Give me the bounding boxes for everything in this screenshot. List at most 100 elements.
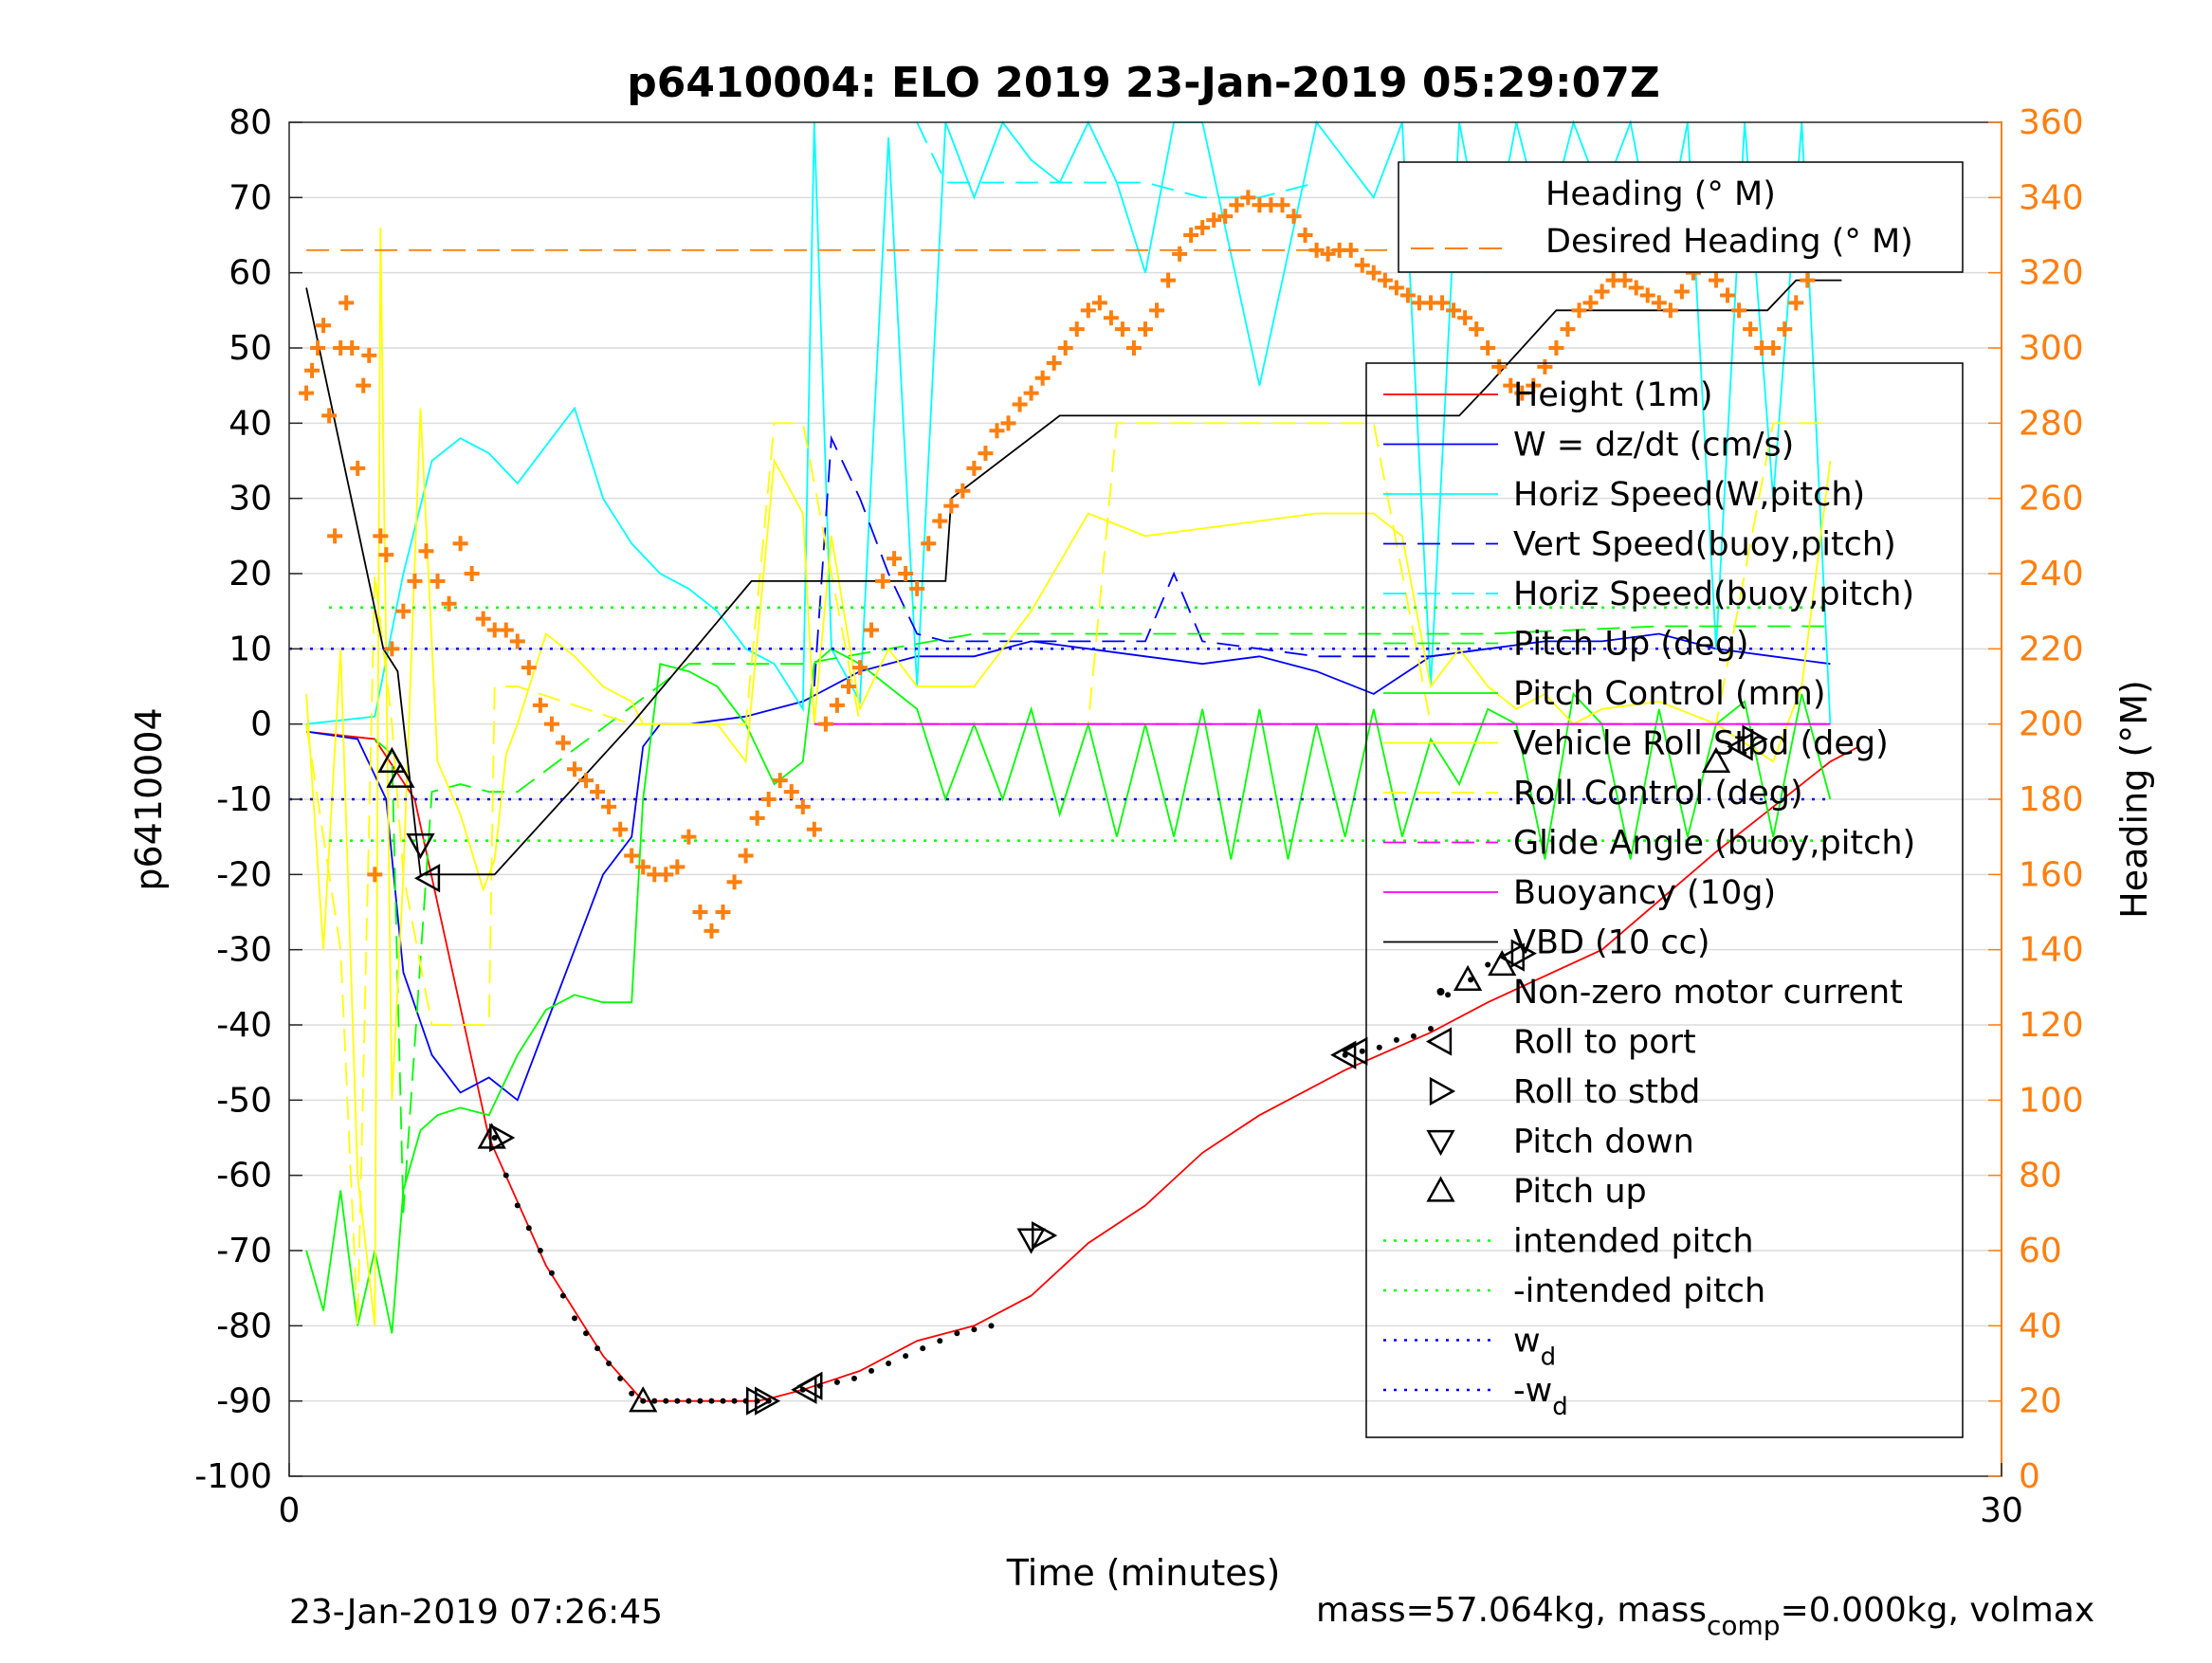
legend-swatch-tri-left bbox=[1425, 1027, 1453, 1056]
legend-entry: Pitch Control (mm) bbox=[1383, 675, 1825, 713]
heading-point bbox=[1651, 295, 1667, 311]
legend-label: Pitch Up (deg) bbox=[1513, 626, 1749, 664]
heading-point bbox=[783, 784, 799, 800]
event-marker-tri-right bbox=[1742, 724, 1768, 754]
y2-tick-label: 300 bbox=[2019, 329, 2084, 368]
legend-label: Roll to stbd bbox=[1513, 1073, 1700, 1111]
heading-point bbox=[1639, 287, 1655, 303]
legend-label: Glide Angle (buoy,pitch) bbox=[1513, 825, 1915, 863]
legend-label-main: Buoyancy (10g) bbox=[1513, 874, 1776, 912]
y-tick-label: -10 bbox=[216, 780, 272, 819]
heading-point bbox=[395, 603, 411, 619]
legend-swatch-tri-up bbox=[1426, 1176, 1455, 1202]
heading-point bbox=[1582, 295, 1599, 311]
heading-point bbox=[1274, 197, 1290, 213]
legend-label-main: Non-zero motor current bbox=[1513, 974, 1903, 1012]
legend-label-main: -w bbox=[1513, 1372, 1552, 1410]
heading-point bbox=[310, 340, 326, 356]
y-tick-label: -40 bbox=[216, 1006, 272, 1045]
heading-point bbox=[384, 641, 400, 657]
motor-current-dot bbox=[1410, 1033, 1417, 1039]
heading-point bbox=[1365, 265, 1381, 281]
series-line-vehicle-roll-stbd-deg- bbox=[305, 228, 1832, 1326]
legend-entry: wd bbox=[1383, 1323, 1556, 1372]
heading-point bbox=[418, 543, 434, 559]
motor-current-dot bbox=[491, 1135, 498, 1141]
motor-current-dot bbox=[971, 1326, 978, 1333]
heading-point bbox=[1138, 321, 1153, 338]
heading-point bbox=[1149, 302, 1165, 319]
event-marker-tri-right bbox=[745, 1386, 773, 1416]
motor-current-dot bbox=[1428, 1025, 1434, 1032]
event-marker-tri-up bbox=[629, 1386, 658, 1413]
heading-point bbox=[681, 829, 697, 845]
x-axis-title: Time (minutes) bbox=[1006, 1552, 1281, 1594]
event-marker-tri-left bbox=[413, 864, 441, 893]
motor-current-dot bbox=[572, 1315, 577, 1322]
heading-point bbox=[1034, 370, 1051, 386]
event-marker-tri-up bbox=[1453, 964, 1483, 992]
legend-label-main: Horiz Speed(W,pitch) bbox=[1513, 476, 1865, 514]
heading-legend: Heading (° M) Desired Heading (° M) bbox=[1398, 161, 1964, 273]
legend-label-sub: d bbox=[1541, 1343, 1557, 1372]
legend-label: Vert Speed(buoy,pitch) bbox=[1513, 526, 1896, 564]
heading-point bbox=[1161, 272, 1177, 288]
legend-label-main: intended pitch bbox=[1513, 1223, 1754, 1261]
motor-current-dot bbox=[697, 1398, 704, 1404]
event-marker-tri-left bbox=[1330, 1040, 1357, 1069]
motor-current-dot bbox=[651, 1398, 658, 1404]
series-line-pitch-control-mm- bbox=[305, 648, 1832, 1334]
heading-point bbox=[1628, 280, 1644, 296]
heading-point bbox=[864, 622, 880, 638]
motor-current-dot bbox=[503, 1172, 509, 1179]
legend-label-main: Roll to port bbox=[1513, 1024, 1696, 1062]
heading-point bbox=[555, 735, 571, 751]
y-tick-label: -90 bbox=[216, 1382, 272, 1421]
heading-point bbox=[978, 446, 994, 462]
motor-current-dot bbox=[833, 1379, 840, 1385]
legend-label-main: Height (1m) bbox=[1513, 376, 1713, 414]
legend-entry: Horiz Speed(W,pitch) bbox=[1383, 476, 1865, 514]
motor-current-dot bbox=[674, 1398, 681, 1404]
heading-point bbox=[475, 611, 491, 627]
footer-mass-pre: mass=57.064kg, mass bbox=[1316, 1591, 1707, 1630]
heading-point bbox=[1662, 302, 1678, 319]
legend-entry: Pitch down bbox=[1426, 1124, 1694, 1161]
y-tick-label: -50 bbox=[216, 1081, 272, 1120]
heading-point bbox=[1731, 302, 1747, 319]
heading-point bbox=[350, 460, 366, 476]
legend-label-main: Vert Speed(buoy,pitch) bbox=[1513, 526, 1896, 564]
heading-point bbox=[407, 573, 423, 589]
motor-current-dot bbox=[583, 1330, 590, 1337]
motor-current-dot bbox=[525, 1225, 532, 1232]
motor-current-dot bbox=[640, 1398, 647, 1404]
heading-point bbox=[1195, 220, 1211, 236]
heading-point bbox=[1777, 321, 1793, 338]
footer-timestamp: 23-Jan-2019 07:26:45 bbox=[289, 1593, 663, 1632]
legend-label-main: Pitch Control (mm) bbox=[1513, 675, 1825, 713]
motor-current-dot bbox=[731, 1398, 738, 1404]
heading-point bbox=[1399, 287, 1416, 303]
heading-point bbox=[715, 905, 731, 920]
event-marker-tri-right bbox=[1031, 1221, 1058, 1251]
series-line-horiz-speed-buoy-pitch- bbox=[916, 121, 1317, 199]
motor-current-dot bbox=[663, 1398, 669, 1404]
legend-entry: Height (1m) bbox=[1383, 376, 1713, 414]
y-tick-label: 70 bbox=[229, 178, 272, 217]
heading-legend-label: Desired Heading (° M) bbox=[1545, 223, 1913, 261]
heading-point bbox=[692, 905, 708, 920]
y-tick-label: -60 bbox=[216, 1157, 272, 1196]
heading-point bbox=[1103, 310, 1119, 326]
y-tick-label: -70 bbox=[216, 1232, 272, 1270]
heading-point bbox=[344, 340, 360, 356]
heading-point bbox=[635, 859, 651, 875]
legend-swatch-dot bbox=[1436, 988, 1445, 996]
heading-point bbox=[704, 923, 720, 939]
legend-label-main: VBD (10 cc) bbox=[1513, 924, 1710, 962]
heading-point bbox=[1548, 340, 1564, 356]
motor-current-dot bbox=[514, 1202, 521, 1209]
legend-label: wd bbox=[1513, 1323, 1556, 1372]
legend-entry: Pitch up bbox=[1426, 1173, 1647, 1211]
